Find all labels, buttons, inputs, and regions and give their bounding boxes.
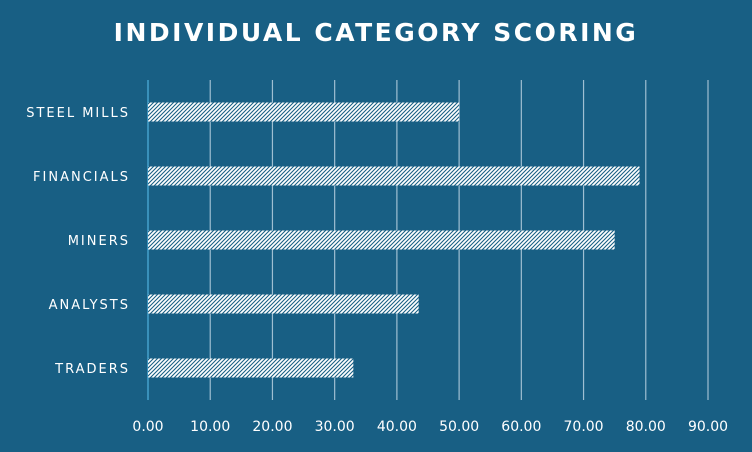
x-tick-label: 20.00: [252, 419, 292, 435]
bar: [148, 230, 615, 250]
x-tick-label: 80.00: [626, 419, 666, 435]
x-tick-label: 30.00: [315, 419, 355, 435]
x-tick-label: 0.00: [132, 419, 163, 435]
x-tick-label: 70.00: [564, 419, 604, 435]
bar: [148, 102, 460, 122]
bar: [148, 166, 640, 186]
chart-title: INDIVIDUAL CATEGORY SCORING: [113, 18, 639, 47]
category-label: STEEL MILLS: [26, 106, 130, 121]
category-label: TRADERS: [54, 362, 130, 377]
bar: [148, 294, 419, 314]
x-tick-label: 40.00: [377, 419, 417, 435]
category-label: ANALYSTS: [49, 298, 130, 313]
x-tick-label: 10.00: [190, 419, 230, 435]
bar: [148, 358, 354, 378]
x-tick-label: 90.00: [688, 419, 728, 435]
x-tick-label: 50.00: [439, 419, 479, 435]
x-tick-label: 60.00: [501, 419, 541, 435]
category-label: FINANCIALS: [33, 170, 130, 185]
category-label: MINERS: [68, 234, 130, 249]
